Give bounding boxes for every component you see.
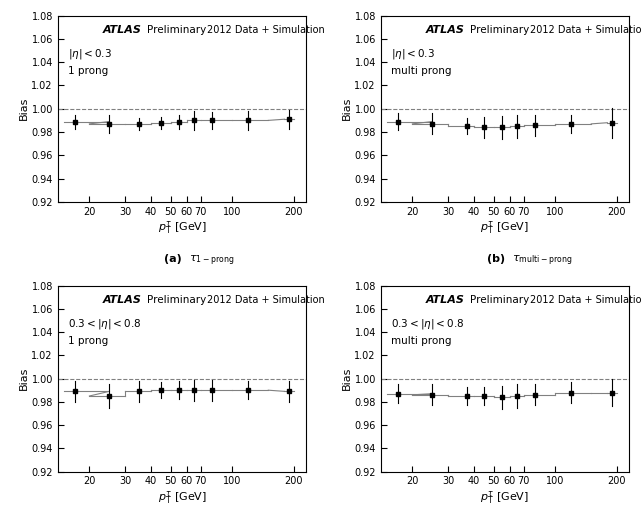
Text: 1 prong: 1 prong [67, 66, 108, 76]
X-axis label: $p_{\mathrm{T}}^{\tau}$ [GeV]: $p_{\mathrm{T}}^{\tau}$ [GeV] [480, 220, 530, 236]
Text: multi prong: multi prong [391, 336, 451, 346]
X-axis label: $p_{\mathrm{T}}^{\tau}$ [GeV]: $p_{\mathrm{T}}^{\tau}$ [GeV] [480, 489, 530, 506]
Text: $0.3<|\eta|<0.8$: $0.3<|\eta|<0.8$ [67, 317, 141, 331]
Text: 1 prong: 1 prong [67, 336, 108, 346]
Text: 2012 Data + Simulation: 2012 Data + Simulation [530, 25, 642, 35]
Text: ATLAS: ATLAS [426, 295, 464, 305]
Text: $\tau_{\mathrm{1-prong}}$: $\tau_{\mathrm{1-prong}}$ [182, 254, 234, 268]
Text: $0.3<|\eta|<0.8$: $0.3<|\eta|<0.8$ [391, 317, 464, 331]
Text: $|\eta|<0.3$: $|\eta|<0.3$ [67, 47, 112, 61]
Y-axis label: Bias: Bias [19, 367, 29, 390]
Text: $\tau_{\mathrm{multi-prong}}$: $\tau_{\mathrm{multi-prong}}$ [505, 254, 572, 268]
Text: 2012 Data + Simulation: 2012 Data + Simulation [530, 295, 642, 305]
Text: ATLAS: ATLAS [103, 25, 141, 35]
Text: $|\eta|<0.3$: $|\eta|<0.3$ [391, 47, 435, 61]
Text: Preliminary: Preliminary [470, 25, 530, 35]
Text: (b): (b) [487, 254, 505, 264]
Text: Preliminary: Preliminary [470, 295, 530, 305]
Y-axis label: Bias: Bias [342, 367, 352, 390]
Text: 2012 Data + Simulation: 2012 Data + Simulation [207, 25, 325, 35]
Text: (a): (a) [164, 254, 182, 264]
Text: Preliminary: Preliminary [147, 25, 207, 35]
Text: ATLAS: ATLAS [426, 25, 464, 35]
Text: Preliminary: Preliminary [147, 295, 207, 305]
Text: 2012 Data + Simulation: 2012 Data + Simulation [207, 295, 325, 305]
Text: multi prong: multi prong [391, 66, 451, 76]
Y-axis label: Bias: Bias [19, 97, 29, 121]
X-axis label: $p_{\mathrm{T}}^{\tau}$ [GeV]: $p_{\mathrm{T}}^{\tau}$ [GeV] [157, 220, 207, 236]
Y-axis label: Bias: Bias [342, 97, 352, 121]
X-axis label: $p_{\mathrm{T}}^{\tau}$ [GeV]: $p_{\mathrm{T}}^{\tau}$ [GeV] [157, 489, 207, 506]
Text: ATLAS: ATLAS [103, 295, 141, 305]
